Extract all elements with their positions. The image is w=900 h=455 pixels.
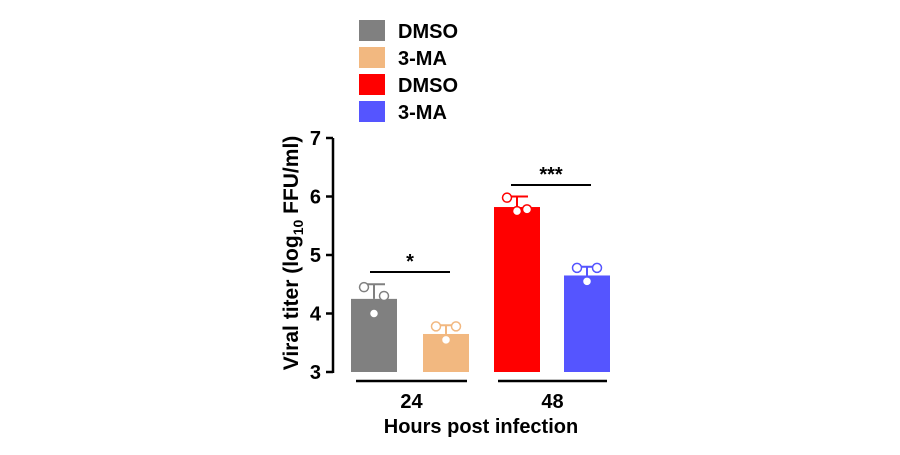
data-point bbox=[430, 321, 442, 332]
data-point bbox=[378, 290, 390, 302]
x-tick-label: 48 bbox=[541, 391, 563, 413]
data-point bbox=[440, 334, 452, 346]
legend-swatch bbox=[359, 101, 385, 122]
y-tick-label: 5 bbox=[310, 245, 321, 267]
y-tick-label: 3 bbox=[310, 362, 321, 384]
significance-markers: **** bbox=[370, 164, 591, 273]
legend-swatch bbox=[359, 20, 385, 41]
y-tick-label: 7 bbox=[310, 128, 321, 150]
legend-label: 3-MA bbox=[398, 102, 447, 124]
bars bbox=[351, 192, 610, 372]
significance-label: *** bbox=[539, 164, 563, 186]
bar bbox=[494, 207, 540, 372]
legend-label: DMSO bbox=[398, 75, 458, 97]
data-point bbox=[368, 308, 380, 319]
x-axis-label: Hours post infection bbox=[384, 416, 578, 438]
legend-swatch bbox=[359, 74, 385, 95]
y-axis: 3 4 5 6 7 bbox=[310, 128, 335, 384]
data-point bbox=[521, 204, 533, 215]
data-point bbox=[501, 192, 513, 203]
data-point bbox=[571, 262, 583, 274]
data-point bbox=[581, 276, 593, 287]
legend-label: 3-MA bbox=[398, 48, 447, 70]
x-axis: 24 48 bbox=[356, 379, 607, 413]
data-point bbox=[450, 321, 462, 332]
legend-swatch bbox=[359, 47, 385, 68]
significance-label: * bbox=[406, 251, 414, 273]
bar bbox=[564, 275, 610, 372]
data-point bbox=[511, 205, 523, 217]
y-axis-label: Viral titer (log10 FFU/ml) bbox=[280, 136, 306, 371]
data-point bbox=[358, 281, 370, 293]
y-tick-label: 6 bbox=[310, 187, 321, 209]
legend: DMSO 3-MA DMSO 3-MA bbox=[359, 20, 458, 124]
data-point bbox=[591, 262, 603, 274]
y-tick-label: 4 bbox=[310, 304, 322, 326]
x-tick-label: 24 bbox=[400, 391, 423, 413]
legend-label: DMSO bbox=[398, 21, 458, 43]
